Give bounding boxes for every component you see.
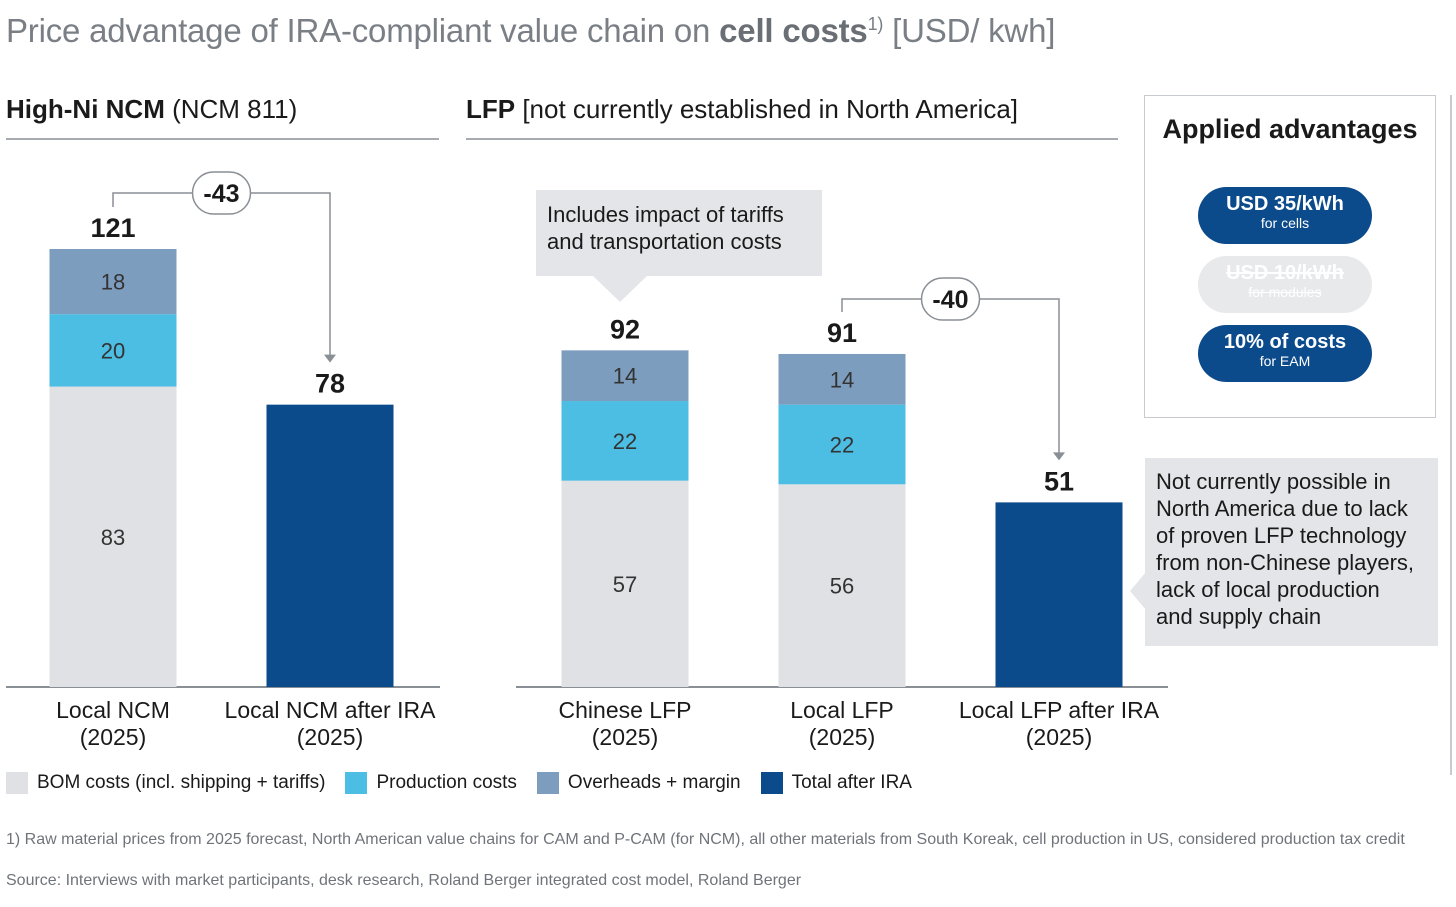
total-label-4: 51 [1044,466,1074,496]
tariffs-callout-pointer [592,275,648,302]
segment-label-production-2: 22 [613,429,637,454]
section-divider-lfp [466,138,1118,140]
bar-segment-bom-0 [49,386,177,687]
category-label-0-0: Local NCM [56,697,170,723]
segment-label-overheads-0: 18 [101,270,125,295]
lfp-note-callout: Not currently possible in North America d… [1145,458,1438,646]
legend-swatch-total [760,772,783,794]
category-label-1-1: (2025) [297,724,363,750]
legend-item-production: Production costs [345,772,517,794]
segment-label-overheads-3: 14 [830,367,854,392]
delta-badge-1 [920,277,981,321]
section-header-lfp: LFP [not currently established in North … [466,94,1019,124]
panel-edge-divider [1450,95,1452,775]
tariffs-callout: Includes impact of tariffs and transporta… [536,190,822,276]
bar-segment-total-4 [995,502,1123,687]
category-label-3-1: (2025) [809,724,875,750]
legend-swatch-bom [6,772,28,794]
delta-label-0: -43 [203,180,239,208]
segment-label-production-3: 22 [830,432,854,457]
category-label-4-1: (2025) [1026,724,1092,750]
section-header-ncm: High-Ni NCM (NCM 811) [6,94,298,124]
bar-segment-production-3 [778,404,906,485]
advantage-pill-eam: 10% of costs for EAM [1198,325,1372,382]
category-label-1-0: Local NCM after IRA [225,697,437,723]
bar-segment-production-0 [49,314,177,387]
category-label-0-1: (2025) [80,724,146,750]
category-label-2-0: Chinese LFP [559,697,692,723]
lfp-note-callout-pointer [1130,572,1146,610]
delta-label-1: -40 [932,286,968,314]
delta-arrow-0 [324,354,336,363]
total-label-1: 78 [315,369,345,399]
segment-label-bom-2: 57 [613,572,637,597]
advantage-pill-cells: USD 35/kWh for cells [1198,187,1372,244]
category-label-4-0: Local LFP after IRA [959,697,1160,723]
source-note: Source: Interviews with market participa… [6,872,802,889]
footnote: 1) Raw material prices from 2025 forecas… [6,831,1405,848]
category-label-3-0: Local LFP [790,697,894,723]
legend-item-bom: BOM costs (incl. shipping + tariffs) [6,772,325,794]
category-label-2-1: (2025) [592,724,658,750]
legend-swatch-production [345,772,368,794]
segment-label-production-0: 20 [101,338,125,363]
bar-segment-bom-3 [778,484,906,687]
legend-item-total: Total after IRA [760,772,912,794]
total-label-0: 121 [90,213,135,243]
applied-advantages-title: Applied advantages [1162,114,1418,144]
page-title: Price advantage of IRA-compliant value c… [6,12,1056,49]
applied-advantages-panel: Applied advantages USD 35/kWh for cells U… [1144,95,1436,418]
segment-label-bom-3: 56 [830,574,854,599]
bar-segment-overheads-0 [49,249,177,315]
bar-segment-overheads-2 [561,350,689,402]
delta-arrow-1 [1053,452,1065,461]
total-label-3: 91 [827,318,857,348]
legend-swatch-overheads [536,772,559,794]
bar-segment-total-1 [266,404,394,687]
section-divider-ncm [6,138,439,140]
delta-badge-0 [191,171,252,215]
segment-label-overheads-2: 14 [613,364,637,389]
advantage-pill-modules: USD 10/kWh for modules [1198,256,1372,313]
chart-legend: BOM costs (incl. shipping + tariffs) Pro… [6,772,932,794]
bar-segment-production-2 [561,401,689,481]
total-label-2: 92 [610,314,640,344]
bar-segment-overheads-3 [778,353,906,405]
bar-segment-bom-2 [561,480,689,687]
legend-item-overheads: Overheads + margin [536,772,741,794]
segment-label-bom-0: 83 [101,525,125,550]
